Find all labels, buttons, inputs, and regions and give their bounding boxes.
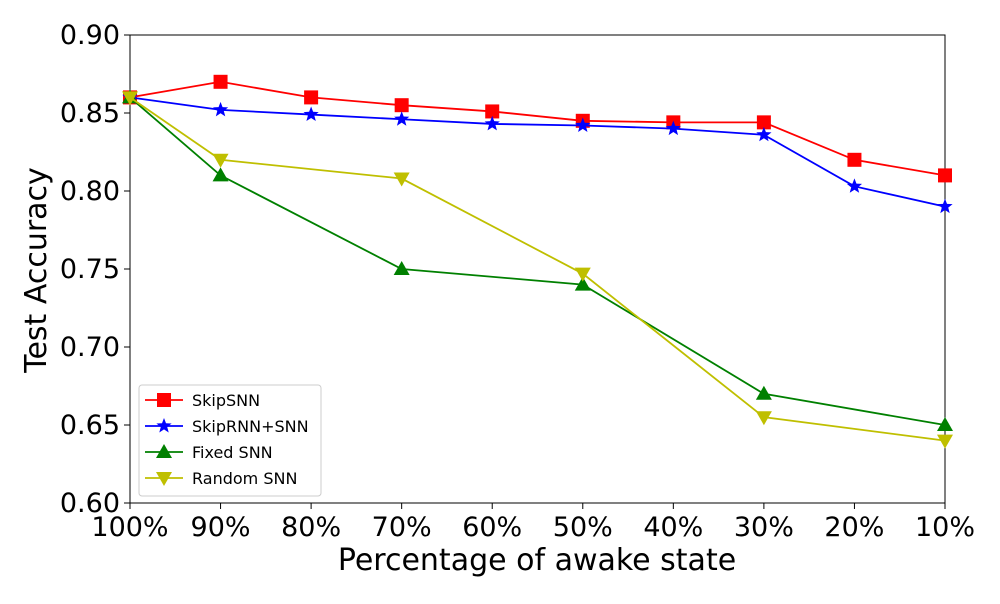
series-line [129, 96, 946, 442]
y-tick-label: 0.70 [60, 332, 120, 363]
legend-item: SkipSNN [145, 391, 260, 410]
data-point [575, 117, 591, 132]
legend-item: Random SNN [145, 469, 297, 488]
y-tick-label: 0.75 [60, 254, 120, 285]
data-point [394, 111, 410, 126]
x-tick-label: 70% [372, 512, 432, 543]
data-point [212, 167, 229, 182]
data-point [847, 152, 862, 167]
data-point [393, 261, 410, 275]
data-point [937, 417, 953, 431]
x-tick-label: 40% [643, 512, 703, 543]
series-skipsnn [123, 74, 952, 183]
y-axis-ticks: 0.60 0.65 0.70 0.75 0.80 0.85 0.90 [60, 20, 130, 519]
data-point [304, 90, 319, 105]
data-point [122, 91, 138, 106]
data-point [394, 98, 409, 113]
data-point [303, 106, 319, 122]
x-tick-label: 30% [734, 512, 794, 543]
legend-swatch-marker [156, 418, 172, 433]
y-tick-label: 0.60 [60, 488, 120, 519]
legend-label: Fixed SNN [192, 443, 273, 462]
x-tick-label: 20% [824, 512, 884, 543]
series-fixed-snn [122, 89, 953, 431]
series-layer [122, 74, 953, 449]
x-tick-label: 60% [462, 512, 522, 543]
y-axis-label: Test Accuracy [19, 167, 54, 374]
x-tick-label: 80% [281, 512, 341, 543]
x-axis-label: Percentage of awake state [338, 543, 736, 578]
data-point [212, 153, 229, 168]
x-axis-ticks: 100% 90% 80% 70% 60% 50% 40% 30% 20% 10% [91, 503, 975, 543]
data-point [484, 115, 500, 131]
legend: SkipSNN SkipRNN+SNN Fixed SNN Random SNN [138, 384, 322, 497]
data-point [212, 101, 229, 117]
data-point [937, 434, 953, 449]
x-tick-label: 50% [553, 512, 613, 543]
y-tick-label: 0.80 [60, 176, 120, 207]
legend-label: Random SNN [192, 469, 297, 488]
series-line [129, 80, 946, 177]
x-tick-label: 10% [915, 512, 975, 543]
data-point [755, 385, 772, 400]
y-tick-label: 0.85 [60, 98, 120, 129]
y-tick-label: 0.90 [60, 20, 120, 51]
data-point [755, 411, 772, 426]
legend-swatch-marker [156, 472, 172, 486]
series-skiprnn-snn [122, 89, 953, 214]
data-point [574, 267, 591, 282]
data-point [393, 172, 410, 187]
series-line [129, 96, 946, 208]
data-point [756, 115, 771, 130]
legend-box [138, 384, 322, 497]
data-point [213, 74, 228, 89]
data-point [937, 198, 953, 214]
data-point [938, 168, 952, 183]
data-point [846, 178, 863, 193]
legend-item: SkipRNN+SNN [145, 417, 309, 436]
x-tick-label: 100% [91, 512, 168, 543]
data-point [485, 104, 500, 119]
data-point [574, 276, 591, 291]
legend-item: Fixed SNN [145, 443, 273, 462]
data-point [756, 126, 772, 142]
x-tick-label: 90% [191, 512, 251, 543]
legend-swatch-marker [156, 444, 172, 458]
legend-swatch-marker [157, 393, 171, 407]
series-random-snn [122, 91, 953, 449]
series-line [129, 96, 946, 426]
legend-label: SkipRNN+SNN [192, 417, 309, 436]
data-point [665, 120, 681, 136]
legend-label: SkipSNN [192, 391, 260, 410]
y-tick-label: 0.65 [60, 410, 120, 441]
